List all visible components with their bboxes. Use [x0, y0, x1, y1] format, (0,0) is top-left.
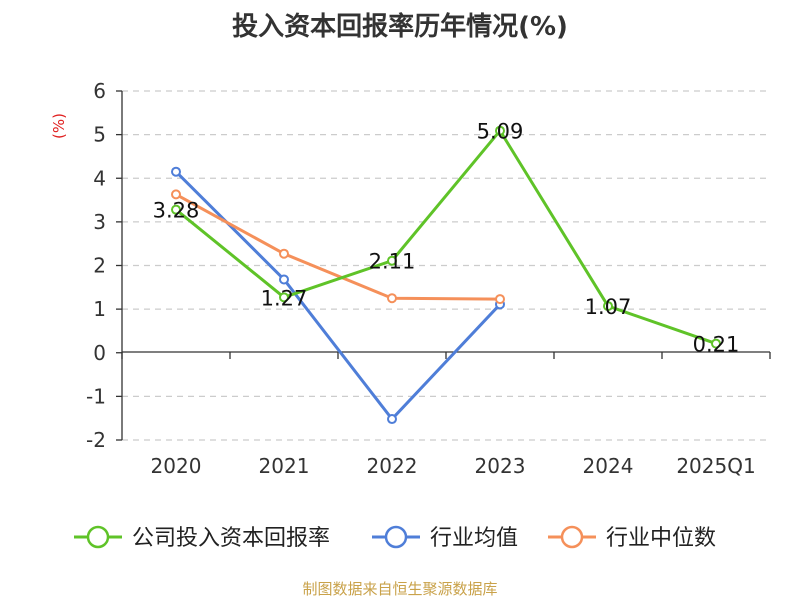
data-point	[171, 189, 181, 200]
data-point	[495, 125, 505, 136]
data-point	[387, 293, 397, 304]
y-tick-label: 2	[93, 254, 106, 278]
gridlines	[122, 90, 770, 441]
chart-title: 投入资本回报率历年情况(%)	[232, 12, 568, 42]
series-line	[174, 170, 502, 421]
axes: -2 -1 0 1 2 3 4 5 6 2020 2021 2022 2023 2024 2025Q1	[86, 79, 771, 478]
data-label: 5.09	[477, 120, 524, 144]
legend-item[interactable]: 行业均值	[372, 525, 518, 551]
data-point	[279, 292, 289, 303]
data-point	[387, 414, 397, 425]
data-point	[171, 204, 181, 215]
data-label: 1.27	[261, 286, 308, 310]
data-point	[171, 166, 181, 177]
data-point	[279, 274, 289, 285]
data-point	[603, 301, 613, 312]
data-label: 2.11	[369, 250, 416, 274]
legend-label: 行业均值	[430, 526, 518, 551]
source-note: 制图数据来自恒生聚源数据库	[302, 580, 498, 598]
y-tick-label: 0	[93, 341, 106, 365]
y-tick-label: 1	[93, 297, 106, 321]
y-tick-label: 4	[93, 166, 106, 190]
x-tick-label: 2024	[583, 454, 634, 478]
legend-label: 公司投入资本回报率	[132, 526, 330, 551]
legend-label: 行业中位数	[606, 526, 716, 551]
legend-marker-icon	[384, 525, 408, 549]
x-tick-label: 2022	[367, 454, 418, 478]
legend-item[interactable]: 公司投入资本回报率	[74, 525, 330, 551]
y-axis-unit-label: (%)	[50, 113, 68, 139]
series-lines	[171, 125, 721, 425]
data-point	[711, 338, 721, 349]
x-tick-label: 2025Q1	[676, 454, 755, 478]
data-labels: 3.28 1.27 2.11 5.09 1.07 0.21	[153, 120, 740, 357]
x-tick-label: 2021	[259, 454, 310, 478]
legend-item[interactable]: 行业中位数	[548, 525, 716, 551]
series-line	[175, 193, 501, 301]
data-point	[387, 255, 397, 266]
x-tick-label: 2020	[151, 454, 202, 478]
legend-marker-icon	[560, 525, 584, 549]
data-label: 3.28	[153, 199, 200, 223]
y-tick-label: 6	[93, 79, 106, 103]
series-line	[175, 129, 717, 346]
y-tick-label: -1	[86, 384, 106, 408]
x-tick-label: 2023	[475, 454, 526, 478]
data-point	[495, 294, 505, 305]
y-tick-label: 3	[93, 210, 106, 234]
legend-marker-icon	[86, 525, 110, 549]
y-tick-label: -2	[86, 428, 106, 452]
data-point	[279, 248, 289, 259]
y-tick-label: 5	[93, 123, 106, 147]
data-label: 1.07	[585, 295, 632, 319]
data-label: 0.21	[693, 333, 740, 357]
legend[interactable]: 公司投入资本回报率 行业均值 行业中位数	[74, 525, 716, 551]
